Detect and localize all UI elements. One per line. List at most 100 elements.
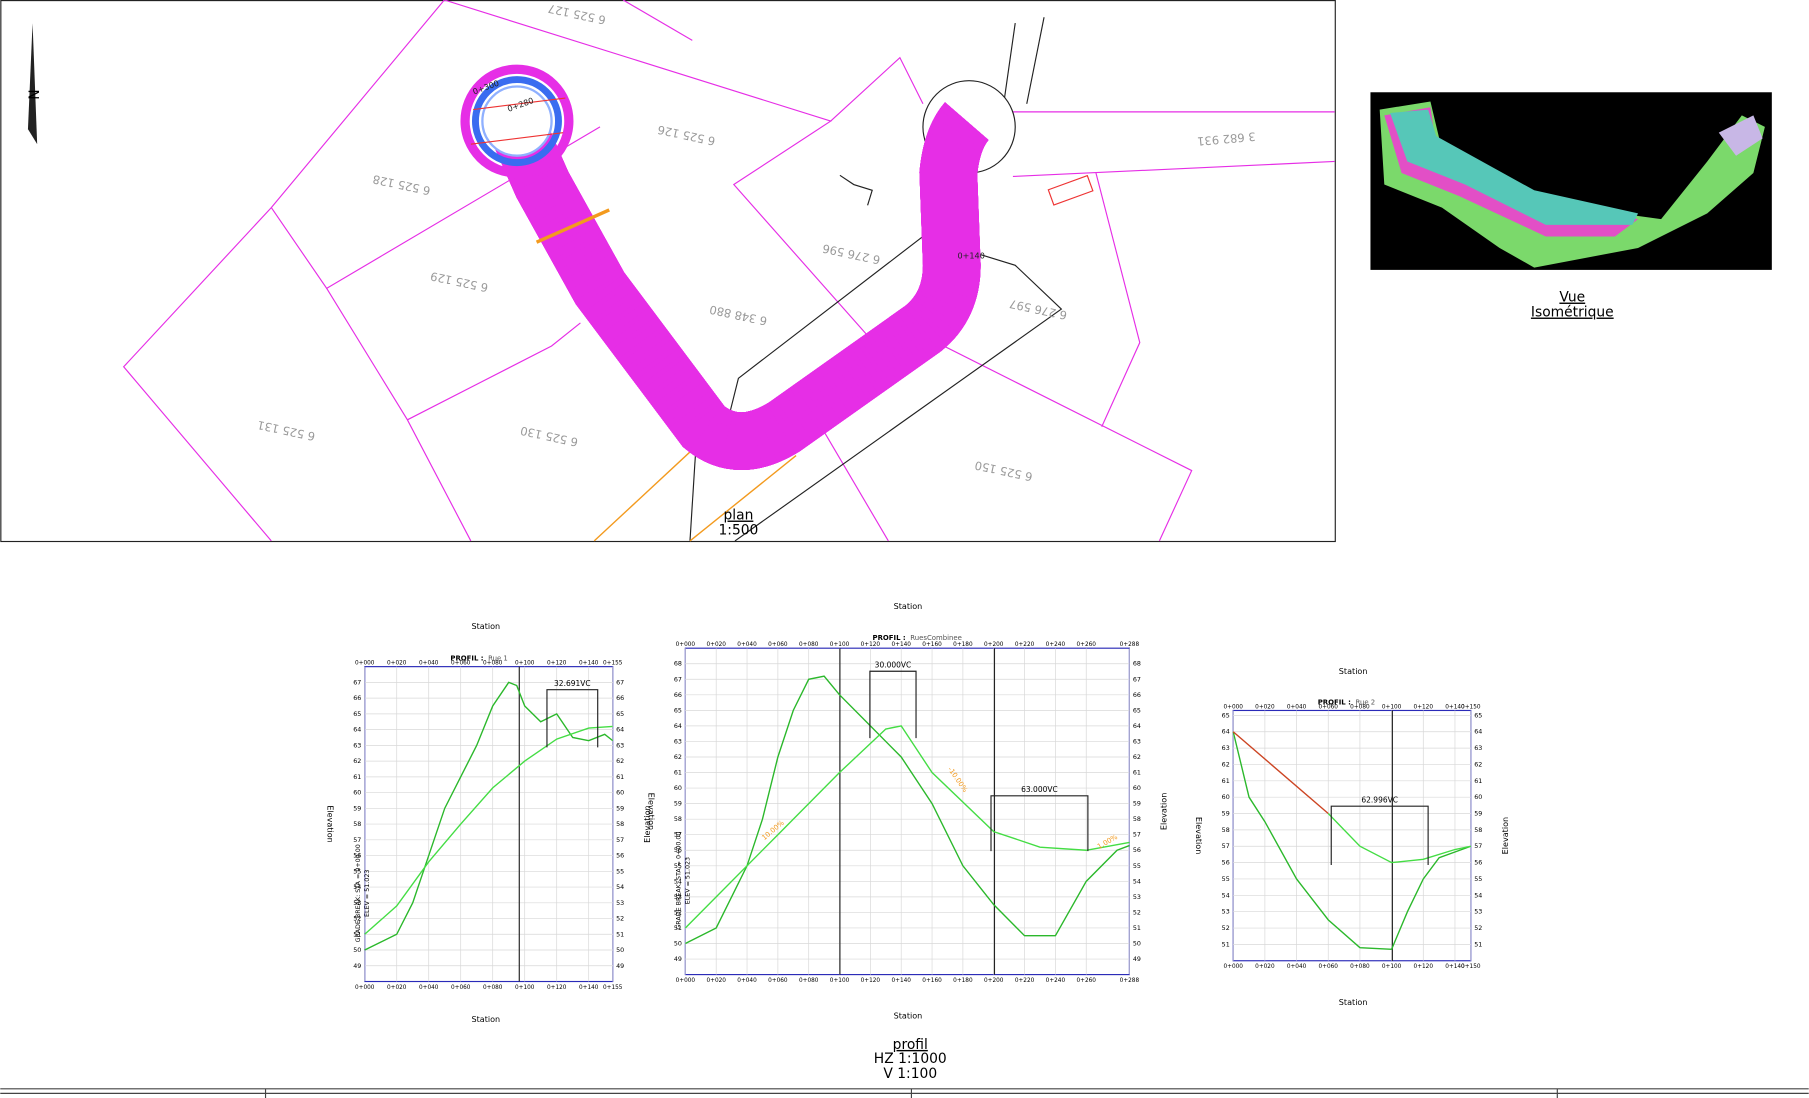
y-tick-label: 58 (616, 821, 624, 828)
lot-label: 6 525 127 (547, 1, 607, 27)
y-tick-label: 62 (616, 758, 624, 765)
y-tick-label: 50 (674, 941, 682, 948)
y-tick-label: 63 (674, 738, 682, 745)
y-tick-label: 60 (353, 790, 361, 797)
vc-label: 30.000VC (875, 660, 912, 669)
profile-hz-scale: HZ 1:1000 (874, 1051, 947, 1067)
x-tick-label: 0+160 (922, 978, 942, 984)
profile-name: Rue 1 (488, 655, 508, 663)
y-tick-label: 57 (616, 837, 624, 844)
y-tick-label: 60 (1222, 794, 1230, 801)
y-tick-label: 56 (1222, 860, 1230, 867)
y-tick-label: 52 (674, 909, 682, 916)
plan-title: plan (723, 508, 753, 524)
x-tick-label: 0+140 (579, 985, 599, 991)
x-axis-title: Station (894, 1012, 923, 1021)
y-tick-label: 64 (1474, 729, 1482, 736)
y-tick-label: 56 (1133, 847, 1141, 854)
y-tick-label: 68 (674, 661, 682, 668)
y-tick-label: 62 (1222, 761, 1230, 768)
x-tick-label: 0+240 (1046, 642, 1066, 648)
y-tick-label: 61 (1474, 778, 1482, 785)
y-tick-label: 59 (616, 805, 624, 812)
y-tick-label: 65 (1474, 712, 1482, 719)
lot-label: 6 525 130 (519, 424, 579, 450)
x-tick-label: 0+000 (355, 661, 375, 667)
plan-frame (0, 0, 1336, 543)
x-tick-label: 0+040 (419, 661, 439, 667)
x-tick-label: 0+060 (768, 978, 788, 984)
y-tick-label: 65 (1133, 707, 1141, 714)
x-tick-label: 0+140 (1445, 705, 1465, 711)
y-tick-label: 54 (674, 878, 682, 885)
x-tick-label: 0+120 (861, 642, 881, 648)
y-tick-label: 60 (1133, 785, 1141, 792)
y-tick-label: 57 (674, 832, 682, 839)
y-tick-label: 57 (353, 837, 361, 844)
profile-name: Rue 2 (1355, 698, 1375, 706)
y-tick-label: 56 (616, 853, 624, 860)
y-tick-label: 64 (1133, 723, 1141, 730)
x-tick-label: 0+150 (1461, 705, 1481, 711)
y-tick-label: 68 (1133, 661, 1141, 668)
y-tick-label: 61 (674, 770, 682, 777)
y-tick-label: 61 (353, 774, 361, 781)
y-tick-label: 50 (1133, 941, 1141, 948)
x-tick-label: 0+120 (1414, 705, 1434, 711)
y-tick-label: 55 (353, 868, 361, 875)
x-tick-label: 0+140 (891, 978, 911, 984)
y-tick-label: 60 (616, 790, 624, 797)
x-tick-label: 0+120 (547, 985, 567, 991)
y-tick-label: 59 (1222, 811, 1230, 818)
x-tick-label: 0+040 (737, 642, 757, 648)
y-tick-label: 63 (1222, 745, 1230, 752)
y-tick-label: 49 (674, 956, 682, 963)
y-tick-label: 57 (1222, 843, 1230, 850)
grade-break: GRADE BREAK: STA = 0+00.00 (355, 844, 362, 942)
y-tick-label: 61 (1133, 770, 1141, 777)
y-tick-label: 53 (1222, 909, 1230, 916)
x-tick-label: 0+040 (419, 985, 439, 991)
plan-scale: 1:500 (718, 523, 758, 539)
svg-text:N: N (27, 89, 43, 99)
x-axis-title: Station (894, 602, 923, 611)
y-tick-label: 55 (674, 863, 682, 870)
y-tick-label: 54 (1133, 878, 1141, 885)
y-tick-label: 53 (674, 894, 682, 901)
y-tick-label: 62 (674, 754, 682, 761)
vc-box (990, 795, 1089, 852)
y-tick-label: 52 (353, 916, 361, 923)
x-tick-label: 0+040 (1287, 705, 1307, 711)
x-tick-label: 0+060 (451, 661, 471, 667)
y-tick-label: 53 (1133, 894, 1141, 901)
vc-box (1330, 805, 1429, 866)
lot-label: 6 525 150 (973, 458, 1033, 484)
y-tick-label: 66 (674, 692, 682, 699)
y-tick-label: 52 (1474, 925, 1482, 932)
y-tick-label: 54 (616, 884, 624, 891)
profile-label: PROFIL : (450, 655, 483, 663)
plot-area (684, 647, 1130, 976)
x-tick-label: 0+288 (1120, 978, 1140, 984)
x-tick-label: 0+200 (984, 978, 1004, 984)
grade-break: GRADE BREAK: STA = 0+00.00 (675, 832, 682, 930)
y-axis-title: Elevation (1160, 793, 1169, 830)
x-axis-title: Station (471, 1015, 500, 1024)
x-tick-label: 0+020 (706, 978, 726, 984)
y-tick-label: 53 (616, 900, 624, 907)
y-tick-label: 60 (674, 785, 682, 792)
profile-line (684, 725, 1130, 929)
grade-break-elev: ELEV = 51.023 (364, 870, 371, 917)
y-tick-label: 56 (353, 853, 361, 860)
iso-title: Vue (1559, 290, 1585, 306)
y-tick-label: 61 (1222, 778, 1230, 785)
y-tick-label: 49 (353, 963, 361, 970)
y-tick-label: 63 (616, 742, 624, 749)
x-tick-label: 0+040 (737, 978, 757, 984)
x-tick-label: 0+080 (483, 661, 503, 667)
profile-name: RuesCombinee (910, 634, 962, 642)
y-tick-label: 53 (353, 900, 361, 907)
profile-line (364, 725, 613, 935)
x-tick-label: 0+260 (1077, 978, 1097, 984)
